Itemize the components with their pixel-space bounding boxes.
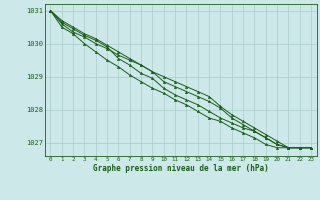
X-axis label: Graphe pression niveau de la mer (hPa): Graphe pression niveau de la mer (hPa): [93, 164, 269, 173]
